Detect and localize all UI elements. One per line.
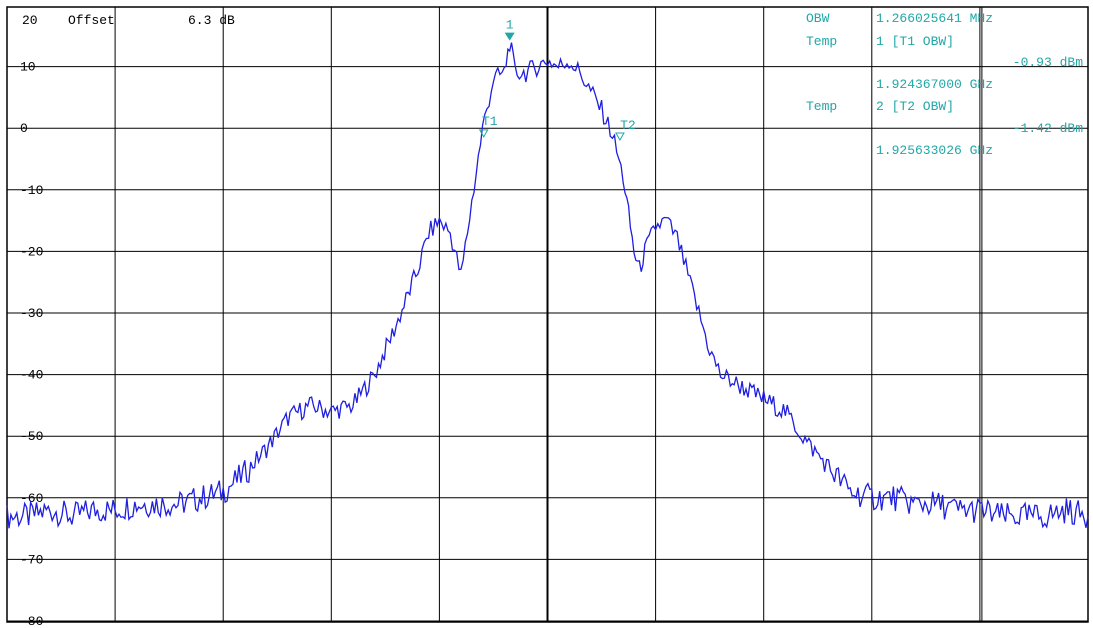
y-tick-label: -40 <box>20 368 43 383</box>
y-tick-label: -60 <box>20 491 43 506</box>
spectrum-trace <box>6 42 1089 529</box>
y-tick-labels: 10 0 -10 -20 -30 -40 -50 -60 -70 -80 <box>20 60 43 628</box>
ref-level-label: 20 <box>22 13 38 28</box>
offset-label: Offset <box>68 13 115 28</box>
markers: 1 T1 T2 <box>478 18 636 141</box>
marker-t1-label: T1 <box>482 114 498 129</box>
y-tick-label: 10 <box>20 60 36 75</box>
temp1-desc: 1 [T1 OBW] <box>876 34 954 49</box>
temp1-label: Temp <box>806 34 837 49</box>
y-tick-label: -70 <box>20 552 43 567</box>
marker-t2-triangle <box>615 132 625 141</box>
y-tick-label: -10 <box>20 183 43 198</box>
temp2-desc: 2 [T2 OBW] <box>876 99 954 114</box>
temp2-freq: 1.925633026 GHz <box>876 143 993 158</box>
y-tick-label: -30 <box>20 306 43 321</box>
y-tick-label: -20 <box>20 244 43 259</box>
y-tick-label: 0 <box>20 121 28 136</box>
marker-t1-triangle <box>478 129 489 138</box>
y-tick-label: -80 <box>20 614 43 628</box>
obw-label: OBW <box>806 11 830 26</box>
temp2-level: -1.42 dBm <box>1013 121 1083 136</box>
marker-readout-panel: OBW 1.266025641 MHz Temp 1 [T1 OBW] -0.9… <box>806 11 1083 158</box>
y-tick-label: -50 <box>20 429 43 444</box>
marker-t2-label: T2 <box>620 118 636 133</box>
temp2-label: Temp <box>806 99 837 114</box>
marker-1-triangle <box>504 32 515 41</box>
offset-value: 6.3 dB <box>188 13 235 28</box>
grid <box>6 6 1089 623</box>
temp1-freq: 1.924367000 GHz <box>876 77 993 92</box>
marker-1-label: 1 <box>506 18 514 33</box>
obw-value: 1.266025641 MHz <box>876 11 993 26</box>
temp1-level: -0.93 dBm <box>1013 55 1083 70</box>
